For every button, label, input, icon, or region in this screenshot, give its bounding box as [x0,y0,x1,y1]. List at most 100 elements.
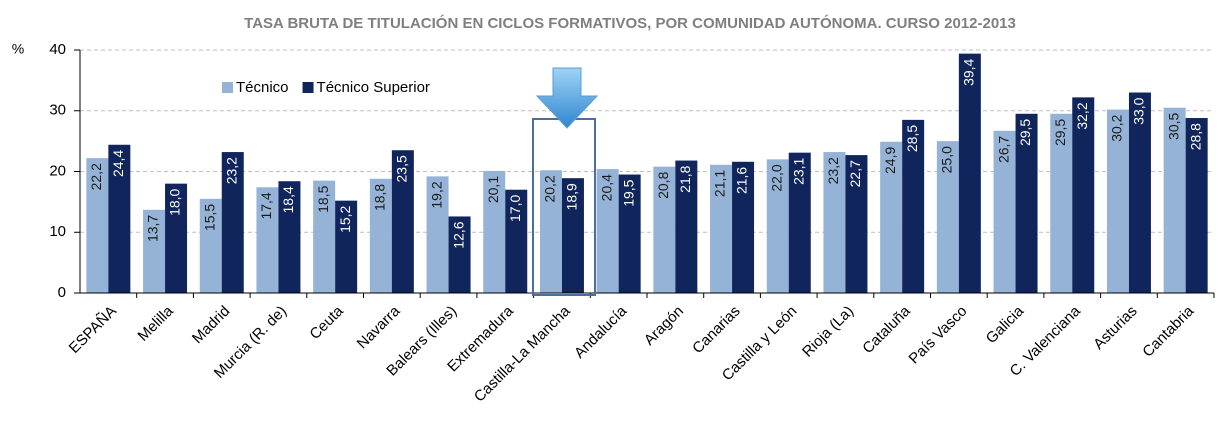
bar [426,176,449,293]
value-label: 12,6 [450,221,466,248]
x-tick-label: Aragón [641,303,687,349]
value-label: 20,8 [655,171,671,198]
value-label: 19,2 [428,181,444,208]
value-label: 28,5 [904,125,920,152]
value-label: 22,7 [847,160,863,187]
legend-label: Técnico Superior [317,79,430,96]
x-tick-label: Castilla-La Mancha [471,302,574,405]
value-label: 23,5 [394,155,410,182]
x-tick-label: Rioja (La) [799,303,857,361]
value-label: 21,8 [677,165,693,192]
bar [993,130,1016,293]
value-label: 26,7 [995,136,1011,163]
value-label: 20,2 [542,175,558,202]
bar [880,141,903,293]
bar [1106,109,1129,293]
bar [823,152,846,293]
bar [936,141,959,293]
y-tick-label: 30 [49,102,66,119]
value-label: 18,5 [315,185,331,212]
bar [369,178,392,293]
bar [108,144,131,293]
bar [221,152,244,293]
x-tick-label: Canarias [689,303,743,357]
bar [483,170,506,293]
y-axis-label: % [12,41,24,57]
bar [278,181,301,293]
bar [335,200,358,293]
bar [1163,107,1186,294]
x-tick-label: Andalucía [571,302,631,362]
y-tick-label: 0 [58,284,66,301]
y-tick-label: 20 [49,162,66,179]
value-label: 30,5 [1165,113,1181,140]
bar [1015,113,1038,293]
value-label: 15,5 [201,204,217,231]
bar [788,152,811,293]
value-label: 23,1 [790,157,806,184]
bar [561,178,584,293]
legend-label: Técnico [236,79,289,96]
value-label: 25,0 [939,146,955,173]
value-label: 17,0 [507,195,523,222]
y-tick-label: 10 [49,223,66,240]
value-label: 39,4 [961,58,977,85]
value-label: 30,2 [1109,114,1125,141]
x-tick-label: Navarra [354,302,404,352]
value-label: 29,5 [1052,119,1068,146]
bar [165,183,188,293]
bar [448,216,471,293]
bar [1185,118,1208,293]
y-tick-label: 40 [49,41,66,58]
value-label: 23,2 [223,157,239,184]
bar [766,159,789,293]
value-label: 22,2 [88,163,104,190]
legend-swatch [222,82,233,93]
chart-title: TASA BRUTA DE TITULACIÓN EN CICLOS FORMA… [244,14,1016,32]
bar [505,189,528,293]
x-tick-label: Galicia [983,302,1028,347]
bar [313,180,336,293]
bar [675,160,698,293]
bar [958,53,981,293]
value-label: 24,4 [110,150,126,177]
x-tick-label: Cataluña [859,302,914,357]
x-tick-label: Melilla [135,302,178,345]
value-label: 21,6 [734,167,750,194]
x-tick-label: País Vasco [906,303,971,368]
bar [1072,97,1095,293]
legend-swatch [302,82,314,93]
x-tick-label: Ceuta [306,302,347,343]
value-label: 28,8 [1187,123,1203,150]
bar [1128,92,1151,294]
value-label: 18,0 [167,188,183,215]
highlight-arrow [535,67,599,129]
value-label: 21,1 [712,170,728,197]
bar [256,187,279,293]
bar [199,198,222,293]
value-label: 13,7 [145,215,161,242]
x-tick-label: Madrid [189,303,233,347]
value-label: 32,2 [1074,102,1090,129]
value-label: 17,4 [258,192,274,219]
value-label: 18,8 [372,184,388,211]
bar [539,170,562,293]
bar [653,166,676,293]
bar [618,174,641,293]
value-label: 18,9 [564,183,580,210]
value-label: 19,5 [620,179,636,206]
bar [143,209,166,293]
x-tick-label: Asturias [1090,303,1140,353]
value-label: 23,2 [825,157,841,184]
bar [732,161,755,293]
value-label: 33,0 [1131,97,1147,124]
bar [391,150,414,293]
value-label: 15,2 [337,205,353,232]
value-label: 20,4 [598,174,614,201]
bar [845,155,868,293]
value-label: 18,4 [280,186,296,213]
bar [1050,113,1073,293]
bar [710,164,733,293]
bar [86,158,109,293]
